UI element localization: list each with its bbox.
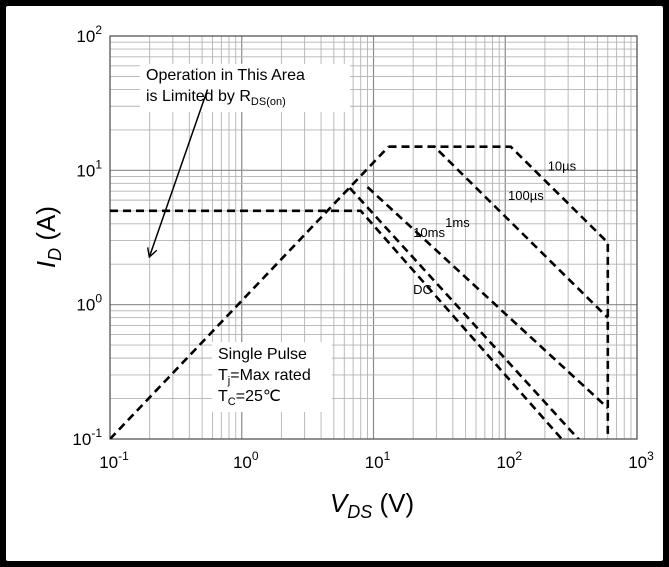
condition-text: Tj=Max rated	[218, 367, 311, 387]
series-group	[110, 145, 610, 439]
series-line-boundary	[110, 145, 390, 439]
x-tick-label: 101	[365, 449, 391, 472]
conditions-background	[212, 342, 332, 412]
y-tick-label: 102	[76, 23, 102, 46]
annotations: Operation in This Area is Limited by RDS(…	[140, 64, 350, 412]
annotation-background	[140, 64, 350, 112]
x-tick-label: 103	[628, 449, 654, 472]
y-tick-label: 10-1	[72, 426, 102, 449]
chart-frame: 10µs 100µs 1ms 10ms DC 10-1 100 101 102 103 10-1 1…	[6, 6, 663, 561]
condition-text: TC=25℃	[218, 388, 281, 408]
series-label: 1ms	[445, 215, 470, 230]
x-tick-label: 100	[233, 449, 259, 472]
x-tick-label: 102	[496, 449, 522, 472]
plot-border	[109, 35, 638, 440]
annotation-arrow	[150, 89, 209, 256]
series-line-10ms	[348, 187, 581, 439]
ticks-group: 10-1 100 101 102 103 10-1 100 101 102	[72, 23, 654, 472]
y-tick-label: 100	[76, 292, 102, 315]
series-label: 100µs	[508, 188, 544, 203]
series-label: 10ms	[413, 225, 445, 240]
x-tick-label: 10-1	[99, 449, 129, 472]
series-label: DC	[413, 282, 432, 297]
condition-text: Single Pulse	[218, 346, 307, 363]
y-tick-label: 101	[76, 157, 102, 180]
y-axis-title: ID (A)	[31, 206, 65, 268]
region-annotation-line1: Operation in This Area	[146, 67, 305, 84]
axis-titles: VDS (V) ID (A)	[31, 206, 414, 522]
series-line-100s	[388, 145, 609, 319]
series-line-dc	[110, 209, 564, 439]
series-label: 10µs	[548, 158, 577, 173]
x-axis-title: VDS (V)	[330, 488, 414, 522]
series-line-1ms	[366, 186, 609, 409]
region-annotation-line2: is Limited by RDS(on)	[146, 88, 286, 108]
series-line-10s	[388, 145, 610, 439]
